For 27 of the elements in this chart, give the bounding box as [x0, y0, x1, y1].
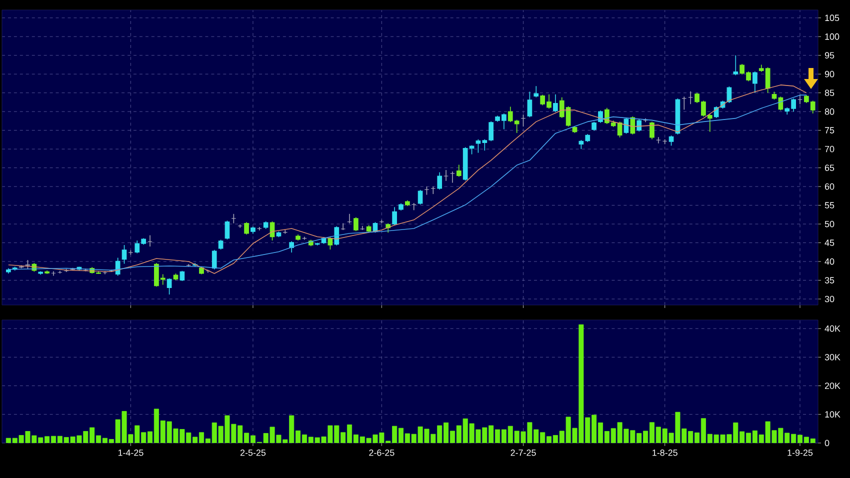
y-tick-label: 100	[825, 33, 840, 40]
x-tick-label: 1-8-25	[652, 450, 678, 456]
x-tick-label: 1-4-25	[118, 450, 144, 456]
y-tick-label: 10K	[825, 411, 840, 418]
y-tick-label: 45	[824, 240, 834, 246]
y-tick-label: 75	[824, 127, 834, 134]
y-tick-label: 105	[825, 14, 840, 22]
x-tick-label: 2-6-25	[369, 450, 394, 456]
x-tick-label: 2-7-25	[510, 450, 536, 456]
y-tick-label: 50	[824, 220, 834, 228]
x-tick-label: 2-5-25	[240, 450, 266, 456]
y-tick-label: 0	[824, 440, 830, 446]
y-tick-label: 85	[824, 90, 834, 96]
y-tick-label: 90	[824, 70, 834, 78]
x-tick-label: 1-9-25	[788, 450, 813, 456]
y-tick-label: 60	[824, 183, 834, 190]
y-tick-label: 55	[824, 202, 834, 208]
y-tick-label: 40K	[824, 325, 840, 332]
y-tick-label: 35	[824, 277, 834, 284]
y-tick-label: 95	[824, 52, 834, 59]
y-tick-label: 30K	[824, 354, 840, 360]
y-tick-label: 40	[824, 258, 834, 265]
y-tick-label: 70	[824, 146, 834, 152]
y-tick-label: 80	[824, 108, 834, 115]
y-tick-label: 30	[824, 296, 834, 302]
y-tick-label: 65	[824, 164, 834, 171]
y-tick-label: 20K	[824, 382, 840, 389]
